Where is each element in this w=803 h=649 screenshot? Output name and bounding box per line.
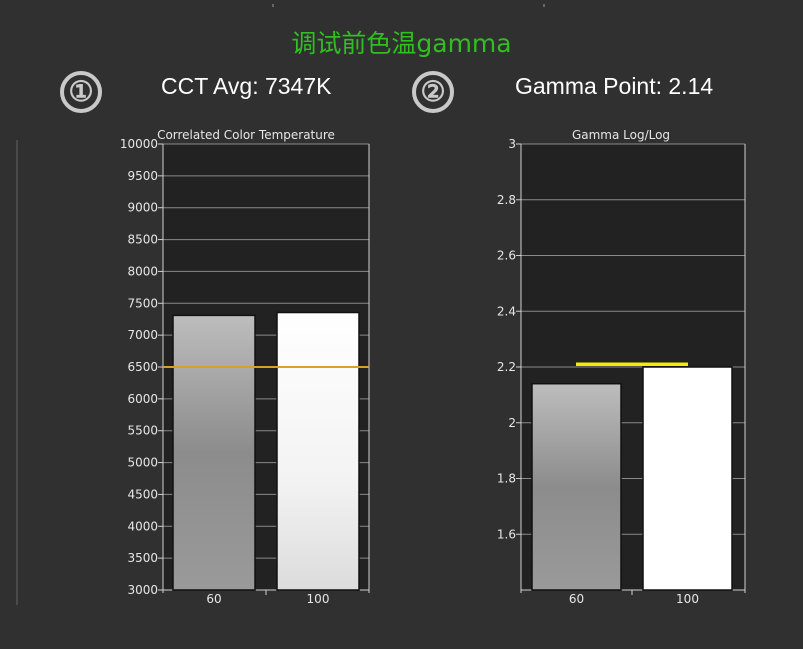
- bar-100: [276, 311, 360, 591]
- x-tick-label: 60: [569, 592, 584, 606]
- cct-avg-heading: CCT Avg: 7347K: [161, 73, 332, 99]
- x-tick-label: 100: [676, 592, 699, 606]
- y-tick-label: 7500: [127, 296, 158, 310]
- gamma-plot: 1.6 1.8 2 2.2 2.4 2.6 2.8 3 60 100 Gamma Log/Log: [497, 128, 746, 606]
- y-tick-label: 8000: [127, 264, 158, 278]
- y-tick-label: 4000: [127, 519, 158, 533]
- bar-60: [172, 314, 256, 591]
- y-tick-label: 2: [508, 416, 516, 430]
- y-tick-label: 6000: [127, 392, 158, 406]
- y-tick-label: 3500: [127, 551, 158, 565]
- y-tick-label: 8500: [127, 233, 158, 247]
- bar-100: [642, 366, 733, 591]
- y-tick-label: 3000: [127, 583, 158, 597]
- y-tick-label: 9000: [127, 201, 158, 215]
- chart-title: Gamma Log/Log: [572, 128, 670, 142]
- y-tick-label: 1.6: [497, 527, 516, 541]
- y-tick-label: 2.2: [497, 360, 516, 374]
- y-tick-label: 2.6: [497, 249, 516, 263]
- page-title: 调试前色温gamma: [291, 29, 512, 58]
- marker-1: ①: [60, 71, 102, 113]
- y-tick-label: 9500: [127, 169, 158, 183]
- y-tick-label: 1.8: [497, 472, 516, 486]
- y-tick-label: 2.4: [497, 304, 516, 318]
- left-divider: [16, 140, 18, 605]
- bar-60: [531, 382, 622, 591]
- y-tick-label: 10000: [120, 137, 158, 151]
- y-tick-label: 6500: [127, 360, 158, 374]
- cct-plot: 3000 3500 4000 4500 5000 5500 6000 6500 7000 7500…: [120, 128, 370, 606]
- y-tick-label: 7000: [127, 328, 158, 342]
- y-tick-label: 2.8: [497, 193, 516, 207]
- top-edge-tick: [272, 4, 274, 7]
- y-tick-label: 3: [508, 137, 516, 151]
- marker-2: ②: [412, 71, 454, 113]
- x-tick-label: 60: [206, 592, 221, 606]
- gamma-point-heading: Gamma Point: 2.14: [515, 73, 714, 99]
- y-tick-label: 5000: [127, 456, 158, 470]
- chart-title: Correlated Color Temperature: [157, 128, 335, 142]
- x-tick-label: 100: [307, 592, 330, 606]
- y-tick-label: 5500: [127, 424, 158, 438]
- y-tick-label: 4500: [127, 487, 158, 501]
- top-edge-tick: [543, 4, 545, 7]
